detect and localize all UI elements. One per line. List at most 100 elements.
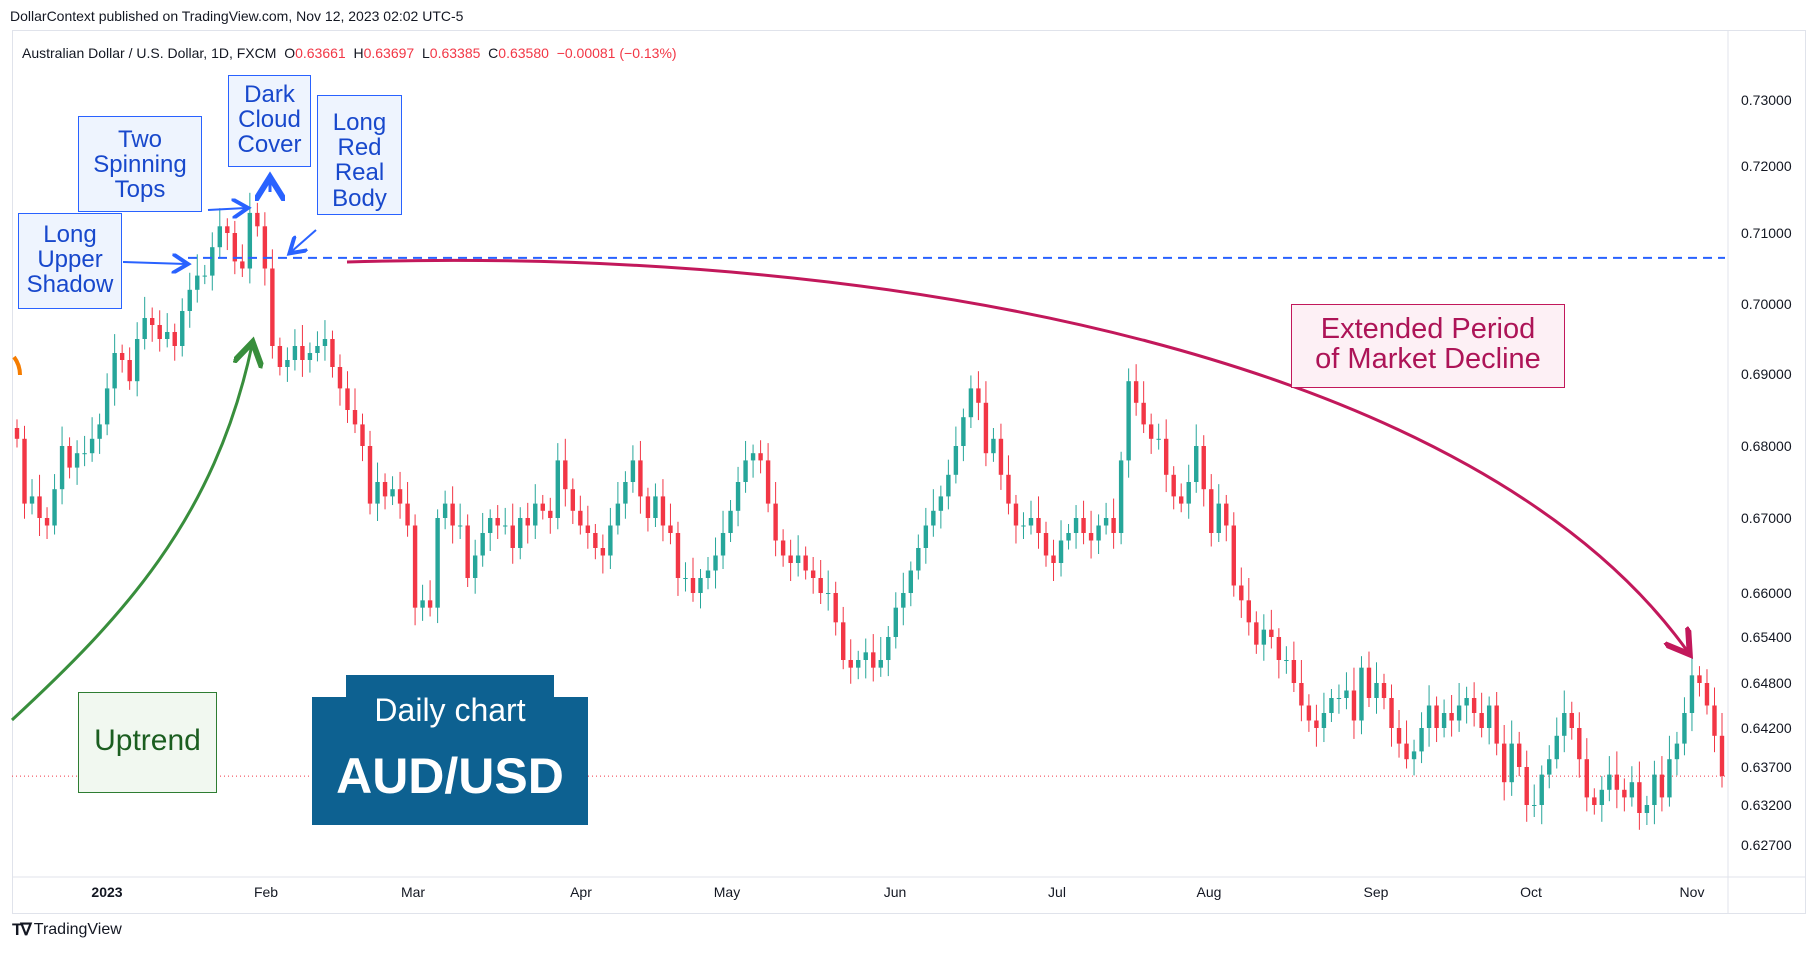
candle-body	[548, 510, 553, 518]
low-label: L	[421, 45, 430, 61]
candle-body	[1171, 474, 1176, 497]
candle-body	[337, 367, 343, 389]
candle-body	[660, 496, 666, 526]
candle-body	[1599, 789, 1605, 805]
price-tick-label: 0.64800	[1741, 675, 1792, 691]
candle-body	[773, 503, 778, 541]
candle-body	[645, 496, 651, 518]
time-tick-label: Nov	[1680, 884, 1705, 900]
candle-body	[74, 453, 80, 468]
candle-body	[480, 533, 485, 556]
candle-body	[285, 360, 290, 367]
annotation-dark-cloud-cover[interactable]: Dark Cloud Cover	[228, 75, 311, 167]
time-tick-label: 2023	[91, 884, 122, 900]
candle-body	[82, 453, 87, 455]
candle-body	[360, 424, 365, 446]
candle-body	[503, 525, 508, 527]
price-tick-label: 0.65400	[1741, 629, 1792, 645]
candle-body	[240, 261, 245, 269]
time-tick-label: Apr	[570, 884, 592, 900]
candle-body	[1163, 438, 1169, 475]
candle-body	[142, 318, 147, 339]
annotation-two-spinning-tops[interactable]: Two Spinning Tops	[78, 116, 202, 212]
candle-body	[1261, 629, 1267, 645]
candle-body	[412, 525, 418, 608]
candle-body	[1006, 474, 1011, 504]
annotation-uptrend[interactable]: Uptrend	[78, 692, 217, 793]
candle-body	[262, 226, 268, 269]
badge-symbol: AUD/USD	[336, 748, 564, 804]
candle-body	[1434, 705, 1439, 728]
annotation-long-upper-shadow[interactable]: Long Upper Shadow	[18, 213, 122, 309]
low-value: 0.63385	[429, 45, 481, 61]
price-tick-label: 0.73000	[1741, 92, 1792, 108]
candle-body	[968, 388, 974, 418]
price-tick-label: 0.66000	[1741, 585, 1792, 601]
candle-body	[1013, 503, 1019, 526]
change-value: −0.00081 (−0.13%)	[556, 45, 677, 61]
candle-body	[1314, 720, 1319, 728]
partial-drawing-fragment	[12, 355, 22, 376]
candle-body	[397, 489, 403, 504]
candle-body	[1036, 518, 1041, 533]
close-value: 0.63580	[498, 45, 549, 61]
candle-body	[180, 311, 185, 346]
candle-body	[698, 578, 703, 593]
candle-body	[1194, 446, 1199, 482]
candle-body	[923, 525, 929, 548]
candle-body	[841, 622, 846, 660]
candle-body	[112, 353, 117, 389]
candle-body	[195, 275, 200, 290]
chart-badge: Daily chart AUD/USD	[312, 675, 588, 825]
candle-body	[1659, 774, 1665, 798]
annotation-extended-decline[interactable]: Extended Period of Market Decline	[1291, 304, 1565, 388]
pointer-arrow-red-body	[291, 229, 317, 252]
candle-body	[540, 503, 545, 511]
candle-body	[149, 318, 155, 325]
candle-body	[1231, 525, 1236, 586]
chart-frame[interactable]	[12, 30, 1806, 914]
candle-body	[788, 555, 793, 563]
tradingview-branding[interactable]: T∇ TradingView	[12, 920, 122, 940]
time-tick-label: Aug	[1197, 884, 1222, 900]
candle-body	[1021, 525, 1026, 527]
candle-body	[1652, 774, 1657, 805]
candle-body	[998, 438, 1004, 475]
candle-body	[1411, 751, 1417, 760]
time-tick-label: Jun	[884, 884, 907, 900]
candle-body	[961, 417, 966, 446]
candle-body	[668, 525, 673, 533]
candle-body	[210, 247, 215, 276]
candle-body	[1592, 797, 1597, 805]
candle-body	[600, 548, 606, 556]
candle-body	[67, 446, 72, 468]
time-tick-label: Mar	[401, 884, 425, 900]
candle-body	[878, 660, 883, 668]
candle-body	[780, 540, 786, 556]
candle-body	[901, 593, 906, 608]
candle-body	[916, 548, 921, 571]
candle-body	[1441, 713, 1447, 728]
candle-body	[735, 482, 741, 511]
candle-body	[247, 212, 253, 269]
candle-body	[1254, 622, 1259, 645]
candle-body	[1111, 518, 1116, 533]
open-label: O	[284, 45, 296, 61]
candle-body	[991, 438, 996, 454]
candle-body	[1299, 683, 1304, 706]
candle-body	[487, 518, 493, 533]
candle-body	[172, 332, 177, 346]
candle-body	[1689, 675, 1695, 713]
candle-body	[1501, 743, 1507, 783]
candle-body	[217, 226, 222, 248]
price-tick-label: 0.68000	[1741, 438, 1792, 454]
candle-body	[946, 474, 951, 497]
annotation-long-red-real-body[interactable]: Long Red Real Body	[317, 95, 402, 215]
candle-body	[1058, 540, 1064, 563]
candle-body	[44, 518, 50, 526]
candle-body	[450, 503, 455, 526]
candle-body	[750, 453, 756, 461]
candle-body	[1276, 637, 1282, 660]
candle-body	[555, 460, 560, 518]
